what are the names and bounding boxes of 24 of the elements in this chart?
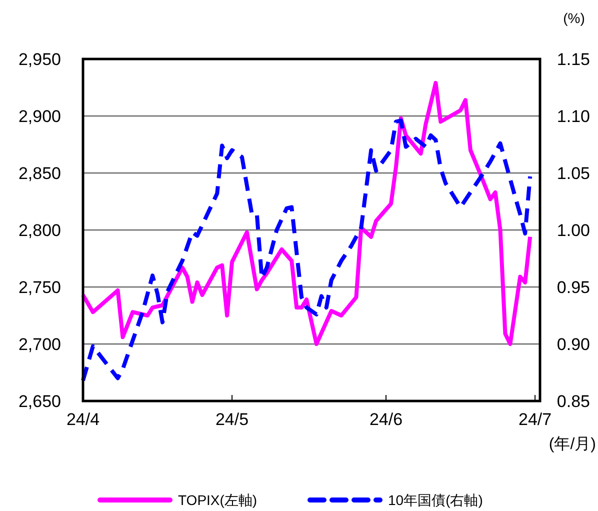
y2-tick-label: 0.85 bbox=[556, 392, 590, 411]
y2-tick-label: 1.10 bbox=[556, 107, 590, 126]
y-tick-label: 2,750 bbox=[18, 278, 61, 297]
y2-tick-label: 1.05 bbox=[556, 164, 590, 183]
x-tick-label: 24/7 bbox=[518, 410, 552, 429]
y-tick-label: 2,800 bbox=[18, 221, 61, 240]
y2-tick-label: 0.90 bbox=[556, 335, 590, 354]
line-series bbox=[81, 118, 532, 382]
y2-tick-label: 0.95 bbox=[556, 278, 590, 297]
legend-label: TOPIX(左軸) bbox=[178, 492, 258, 508]
legend-label: 10年国債(右軸) bbox=[388, 492, 483, 508]
x-tick-label: 24/5 bbox=[215, 410, 249, 429]
y2-tick-label: 1.15 bbox=[556, 50, 590, 69]
y-tick-label: 2,650 bbox=[18, 392, 61, 411]
y-tick-label: 2,700 bbox=[18, 335, 61, 354]
line-series bbox=[81, 80, 532, 346]
y-tick-label: 2,850 bbox=[18, 164, 61, 183]
y2-tick-label: 1.00 bbox=[556, 221, 590, 240]
y2-axis-title: (%) bbox=[563, 10, 585, 26]
x-axis-title: (年/月) bbox=[548, 436, 596, 453]
x-tick-label: 24/6 bbox=[369, 410, 403, 429]
x-tick-label: 24/4 bbox=[66, 410, 100, 429]
y-tick-label: 2,950 bbox=[18, 50, 61, 69]
y-tick-label: 2,900 bbox=[18, 107, 61, 126]
